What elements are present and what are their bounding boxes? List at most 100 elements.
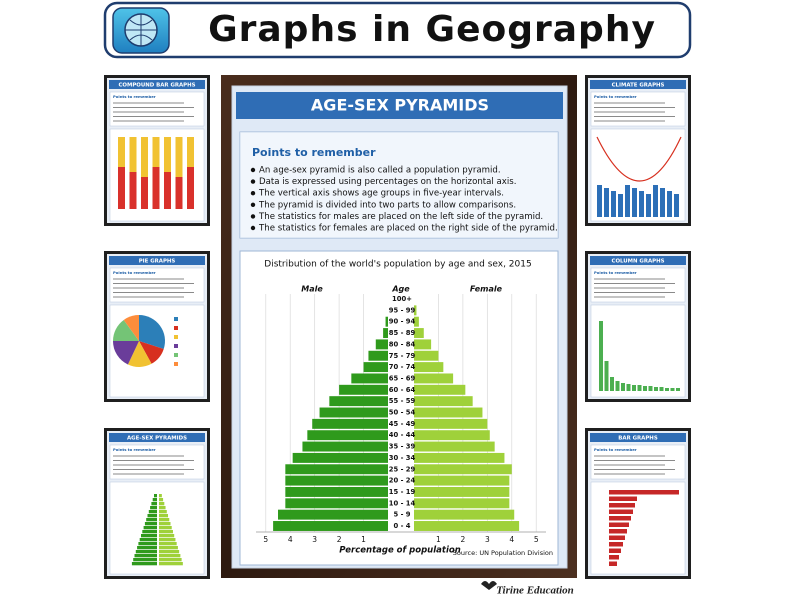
thumb-title: BAR GRAPHS — [618, 436, 658, 442]
deco-bar — [164, 172, 171, 209]
deco-bar — [676, 388, 680, 391]
deco-bar — [144, 522, 157, 526]
deco-bar — [674, 194, 679, 217]
x-tick-label: 1 — [436, 535, 441, 544]
deco-bar — [159, 534, 175, 538]
header-box — [103, 1, 692, 59]
deco-bar — [159, 542, 177, 546]
age-label: 95 - 99 — [389, 306, 416, 314]
deco-bar — [637, 385, 642, 391]
deco-slice — [139, 315, 165, 350]
deco-bar — [604, 361, 609, 391]
female-bar — [414, 509, 515, 520]
female-bar — [414, 475, 510, 486]
deco-bar — [632, 188, 637, 217]
deco-bar — [159, 502, 165, 506]
male-bar — [339, 384, 388, 395]
deco-bar — [609, 555, 619, 560]
deco-bar — [159, 530, 173, 534]
age-label: 100+ — [392, 295, 412, 303]
points-shade — [240, 132, 558, 238]
male-bar — [385, 316, 388, 327]
deco-bar — [152, 167, 160, 209]
x-tick-label: 2 — [460, 535, 465, 544]
deco-bar — [599, 321, 603, 391]
deco-key — [174, 344, 178, 348]
deco-bar — [604, 188, 609, 217]
age-label: 75 - 79 — [389, 352, 416, 360]
deco-bar — [625, 185, 630, 217]
deco-bar — [146, 518, 157, 522]
male-bar — [312, 418, 388, 429]
deco-bar — [621, 383, 625, 391]
age-label: 0 - 4 — [393, 522, 410, 530]
point-text: The statistics for males are placed on t… — [258, 212, 543, 222]
deco-bar — [148, 510, 157, 514]
pyramid-chart: Distribution of the world's population b… — [256, 260, 553, 557]
male-bar — [285, 486, 388, 497]
age-label: 45 - 49 — [389, 420, 416, 428]
deco-bar — [609, 503, 635, 508]
x-tick-label: 4 — [288, 535, 293, 544]
female-bar — [414, 396, 473, 407]
poster-title: AGE-SEX PYRAMIDS — [311, 96, 489, 115]
deco-key — [174, 326, 178, 330]
female-bar — [414, 486, 510, 497]
deco-bar — [609, 490, 679, 495]
thumb-points-box — [590, 91, 686, 127]
point-text: Data is expressed using percentages on t… — [259, 177, 516, 187]
deco-bar — [141, 534, 157, 538]
female-bar — [414, 362, 444, 373]
male-bar — [319, 407, 388, 418]
deco-key — [174, 335, 178, 339]
deco-bar — [152, 498, 157, 502]
x-tick-label: 5 — [263, 535, 268, 544]
source-note: Source: UN Population Division — [453, 549, 553, 557]
deco-bar — [646, 194, 651, 217]
male-bar — [285, 475, 388, 486]
series-label: Female — [470, 285, 503, 294]
deco-bar — [134, 554, 157, 558]
deco-bar — [159, 558, 182, 562]
deco-bar — [141, 137, 148, 209]
bullet — [250, 225, 256, 231]
poster-banner — [236, 92, 563, 119]
deco-bar — [138, 542, 157, 546]
thumb-banner — [109, 256, 205, 265]
age-label: 55 - 59 — [389, 397, 416, 405]
deco-bar — [626, 384, 631, 391]
female-bar — [414, 384, 466, 395]
deco-bar — [143, 526, 157, 530]
chart-title: Distribution of the world's population b… — [264, 260, 531, 270]
male-bar — [307, 430, 388, 441]
header-title: Graphs in Geography — [208, 9, 656, 50]
thumb-title: COLUMN GRAPHS — [611, 259, 664, 265]
thumb-title: CLIMATE GRAPHS — [612, 83, 665, 89]
age-label: 30 - 34 — [389, 454, 416, 462]
x-tick-label: 1 — [361, 535, 366, 544]
deco-bar — [141, 177, 148, 209]
deco-bar — [609, 496, 637, 501]
deco-bar — [159, 494, 162, 498]
deco-bar — [159, 498, 164, 502]
thumb-banner — [590, 80, 686, 89]
female-bar — [414, 418, 488, 429]
deco-bar — [151, 502, 157, 506]
deco-bar — [659, 387, 664, 391]
male-bar — [273, 521, 388, 531]
age-label: 20 - 24 — [389, 477, 416, 485]
point-text: The vertical axis shows age groups in fi… — [258, 189, 504, 199]
points-list: An age-sex pyramid is also called a popu… — [250, 166, 558, 234]
deco-bar — [159, 562, 183, 566]
column-label: Age — [391, 285, 410, 294]
x-tick-label: 2 — [337, 535, 342, 544]
logo-lines — [125, 14, 157, 46]
bullet — [250, 214, 256, 219]
age-label: 70 - 74 — [389, 363, 416, 371]
age-label: 65 - 69 — [389, 374, 416, 382]
deco-bar — [609, 561, 617, 566]
bullet — [250, 202, 256, 207]
deco-bar — [118, 167, 125, 209]
female-bar — [414, 407, 483, 418]
